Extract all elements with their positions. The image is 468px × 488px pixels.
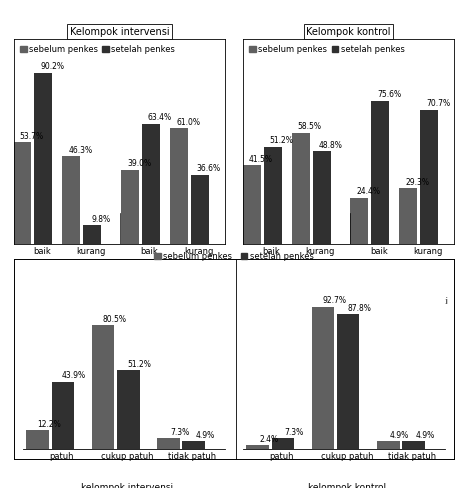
Text: 43.9%: 43.9% <box>62 371 86 380</box>
Bar <box>371 101 389 244</box>
Bar <box>351 198 368 244</box>
Text: 41.5%: 41.5% <box>249 155 273 164</box>
Text: 80.5%: 80.5% <box>102 315 126 324</box>
Bar <box>51 382 74 449</box>
Text: 61.0%: 61.0% <box>176 118 200 127</box>
Text: pengetahuan merawat
kaki: pengetahuan merawat kaki <box>248 297 344 317</box>
Bar <box>337 314 359 449</box>
Bar <box>92 325 114 449</box>
Bar <box>117 370 139 449</box>
Text: 51.2%: 51.2% <box>270 136 293 145</box>
Text: praktik merawat kaki: praktik merawat kaki <box>359 297 448 306</box>
Bar <box>402 442 425 449</box>
Bar <box>399 188 417 244</box>
Bar <box>83 225 101 244</box>
Text: 90.2%: 90.2% <box>40 62 64 71</box>
Bar <box>34 73 52 244</box>
Text: 53.7%: 53.7% <box>20 132 44 141</box>
Text: pengetahuan
merawat kaki: pengetahuan merawat kaki <box>38 297 95 317</box>
Bar <box>271 438 294 449</box>
Text: 7.3%: 7.3% <box>285 427 304 436</box>
Text: 2.4%: 2.4% <box>259 435 278 444</box>
Text: 92.7%: 92.7% <box>322 296 346 305</box>
Bar <box>170 128 188 244</box>
Text: 48.8%: 48.8% <box>319 141 343 150</box>
Title: Kelompok kontrol: Kelompok kontrol <box>307 27 391 37</box>
Bar <box>14 142 31 244</box>
Text: 4.9%: 4.9% <box>415 431 434 440</box>
Text: 46.3%: 46.3% <box>68 145 93 155</box>
Text: praktik merawat kaki: praktik merawat kaki <box>130 297 219 306</box>
Text: 12.2%: 12.2% <box>37 420 60 429</box>
Bar <box>142 123 160 244</box>
Text: 4.9%: 4.9% <box>390 431 409 440</box>
Bar <box>243 165 261 244</box>
Bar <box>191 175 209 244</box>
Bar <box>62 156 80 244</box>
Text: 51.2%: 51.2% <box>128 360 152 369</box>
Bar <box>292 133 310 244</box>
Bar <box>312 306 334 449</box>
Legend: sebelum penkes, setelah penkes: sebelum penkes, setelah penkes <box>248 43 406 56</box>
Title: Kelompok intervensi: Kelompok intervensi <box>70 27 169 37</box>
Bar <box>420 110 438 244</box>
Text: 36.6%: 36.6% <box>197 164 221 173</box>
Legend: sebelum penkes, setelah penkes: sebelum penkes, setelah penkes <box>153 251 315 263</box>
Text: kelompok intervensi: kelompok intervensi <box>81 483 173 488</box>
Bar <box>26 430 49 449</box>
Text: 9.8%: 9.8% <box>92 215 111 224</box>
Bar <box>121 170 139 244</box>
Text: 58.5%: 58.5% <box>298 122 322 131</box>
Text: 63.4%: 63.4% <box>148 113 172 122</box>
Legend: sebelum penkes, setelah penkes: sebelum penkes, setelah penkes <box>18 43 177 56</box>
Bar <box>263 147 282 244</box>
Text: 4.9%: 4.9% <box>195 431 214 440</box>
Bar <box>313 151 330 244</box>
Text: kelompok kontrol: kelompok kontrol <box>308 483 386 488</box>
Text: 75.6%: 75.6% <box>377 90 401 99</box>
Bar <box>183 442 205 449</box>
Bar <box>377 442 400 449</box>
Text: 87.8%: 87.8% <box>348 304 372 313</box>
Text: 70.7%: 70.7% <box>426 100 450 108</box>
Bar <box>246 445 269 449</box>
Text: 24.4%: 24.4% <box>356 187 380 196</box>
Text: 7.3%: 7.3% <box>170 427 189 436</box>
Bar <box>157 438 180 449</box>
Text: 29.3%: 29.3% <box>405 178 429 187</box>
Text: 39.0%: 39.0% <box>127 160 151 168</box>
